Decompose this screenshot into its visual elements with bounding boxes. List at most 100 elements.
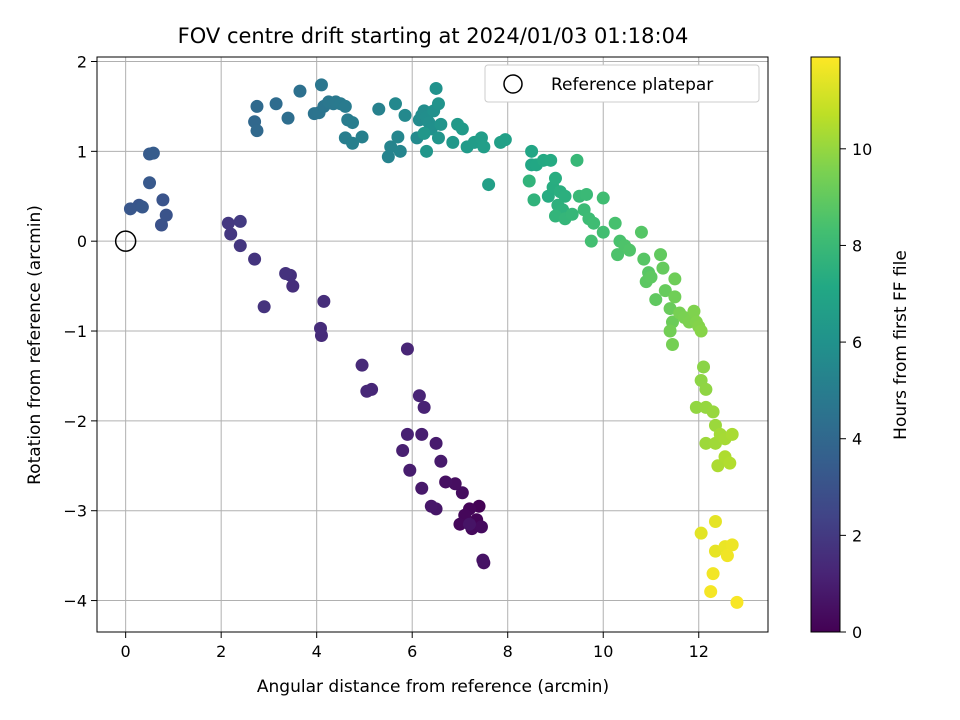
data-point [314,321,328,335]
x-tick-label: 2 [216,642,226,661]
data-point [286,279,300,293]
data-point [415,481,429,495]
data-point [355,130,369,144]
data-point [415,427,429,441]
data-point [429,436,443,450]
data-point [649,293,663,307]
colorbar: 0 2 4 6 8 10 Hours from first FF file [810,56,911,642]
y-tick-label: −4 [63,592,87,611]
reference-platepar-marker [114,230,137,252]
data-point [346,116,360,130]
colorbar-tick-label: 10 [852,140,872,159]
data-point [476,553,490,567]
data-point [644,270,658,284]
data-point [527,193,541,207]
data-point [548,171,562,185]
data-point [694,324,708,338]
legend-box [484,64,760,103]
data-point [706,567,720,581]
data-point [417,126,431,140]
data-point [544,153,558,167]
data-point [257,300,271,314]
data-point [224,227,238,241]
data-point [720,549,734,563]
colorbar-ticks: 0 2 4 6 8 10 [840,140,872,642]
data-point [637,252,651,266]
x-tick-label: 8 [503,642,513,661]
legend: Reference platepar [484,64,760,103]
x-tick-label: 6 [407,642,417,661]
data-point [398,108,412,122]
x-tick-label: 12 [689,642,709,661]
data-point [346,136,360,150]
data-point [453,517,467,531]
data-point [434,454,448,468]
y-tick-label: 1 [77,142,87,161]
y-tick-label: 0 [77,232,87,251]
data-point [587,216,601,230]
data-point [403,463,417,477]
data-point [474,520,488,534]
data-point [143,176,157,190]
colorbar-tick-label: 0 [852,623,862,642]
data-point [279,267,293,281]
data-point [463,517,477,531]
data-point [400,342,414,356]
x-axis-label: Angular distance from reference (arcmin) [257,677,609,697]
data-point [665,338,679,351]
data-point [417,400,431,414]
data-point [431,131,445,145]
y-tick-label: 2 [77,52,87,71]
data-point [250,99,264,113]
data-point [580,187,594,201]
data-point [477,140,491,154]
data-point [699,382,713,396]
data-point [697,360,711,374]
colorbar-tick-label: 8 [852,236,862,255]
data-point [250,124,264,138]
data-point [654,248,668,262]
x-tick-label: 10 [593,642,613,661]
data-point [558,189,572,203]
data-point [146,146,160,160]
data-point [668,272,682,286]
data-point [269,97,283,111]
data-point [455,122,469,136]
data-point [123,202,137,216]
colorbar-tick-label: 2 [852,526,862,545]
colorbar-tick-label: 4 [852,430,862,449]
data-point [596,191,610,205]
data-point [708,514,722,528]
data-point [317,294,331,308]
y-tick-label: −1 [63,322,87,341]
legend-entry-reference-platepar: Reference platepar [551,75,713,95]
data-point [420,144,434,158]
data-point [522,174,536,188]
data-point [711,459,725,473]
data-point [687,304,701,318]
data-point [434,117,448,131]
data-points [123,78,744,609]
legend-reference-marker [503,74,523,94]
data-point [570,153,584,167]
data-point [656,261,670,275]
data-point [725,538,739,552]
data-point [233,214,247,228]
data-point [424,499,438,513]
y-tick-label: −3 [63,502,87,521]
data-point [412,389,426,403]
x-tick-label: 0 [121,642,131,661]
data-point [694,526,708,540]
chart-title: FOV centre drift starting at 2024/01/03 … [178,24,689,48]
y-axis-label: Rotation from reference (arcmin) [25,205,45,485]
data-point [455,486,469,500]
data-point [431,97,445,111]
data-point [396,444,410,458]
data-point [248,252,262,266]
x-axis-ticks: 0 2 4 6 8 10 12 [121,632,709,661]
data-point [429,81,443,95]
plot-frame [96,56,769,633]
data-point [668,290,682,304]
data-point [608,216,622,230]
